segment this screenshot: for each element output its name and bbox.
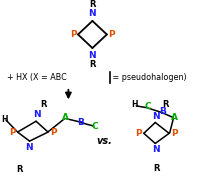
Text: N: N [89,9,96,18]
Text: A: A [62,113,69,122]
Text: P: P [50,128,57,137]
Text: P: P [9,128,16,137]
Text: N: N [89,51,96,60]
Text: H: H [1,115,8,124]
Text: vs.: vs. [97,136,112,146]
Text: = pseudohalogen): = pseudohalogen) [110,73,187,82]
Text: R: R [153,164,159,173]
Text: P: P [108,30,115,39]
Text: C: C [92,122,99,131]
Text: N: N [152,112,160,121]
Text: + HX (X = ABC: + HX (X = ABC [7,73,67,82]
Text: N: N [33,110,41,119]
Text: B: B [159,107,166,116]
Text: R: R [162,100,169,108]
Text: R: R [16,165,23,174]
Text: C: C [144,102,151,111]
Text: R: R [89,0,96,9]
Text: H: H [132,101,138,109]
Text: P: P [70,30,77,39]
Text: R: R [89,60,96,69]
Text: B: B [77,118,84,127]
Text: A: A [171,113,178,122]
Text: R: R [40,100,47,108]
Text: N: N [25,143,32,152]
Text: P: P [171,129,178,138]
Text: P: P [135,129,141,138]
Text: N: N [152,145,160,154]
